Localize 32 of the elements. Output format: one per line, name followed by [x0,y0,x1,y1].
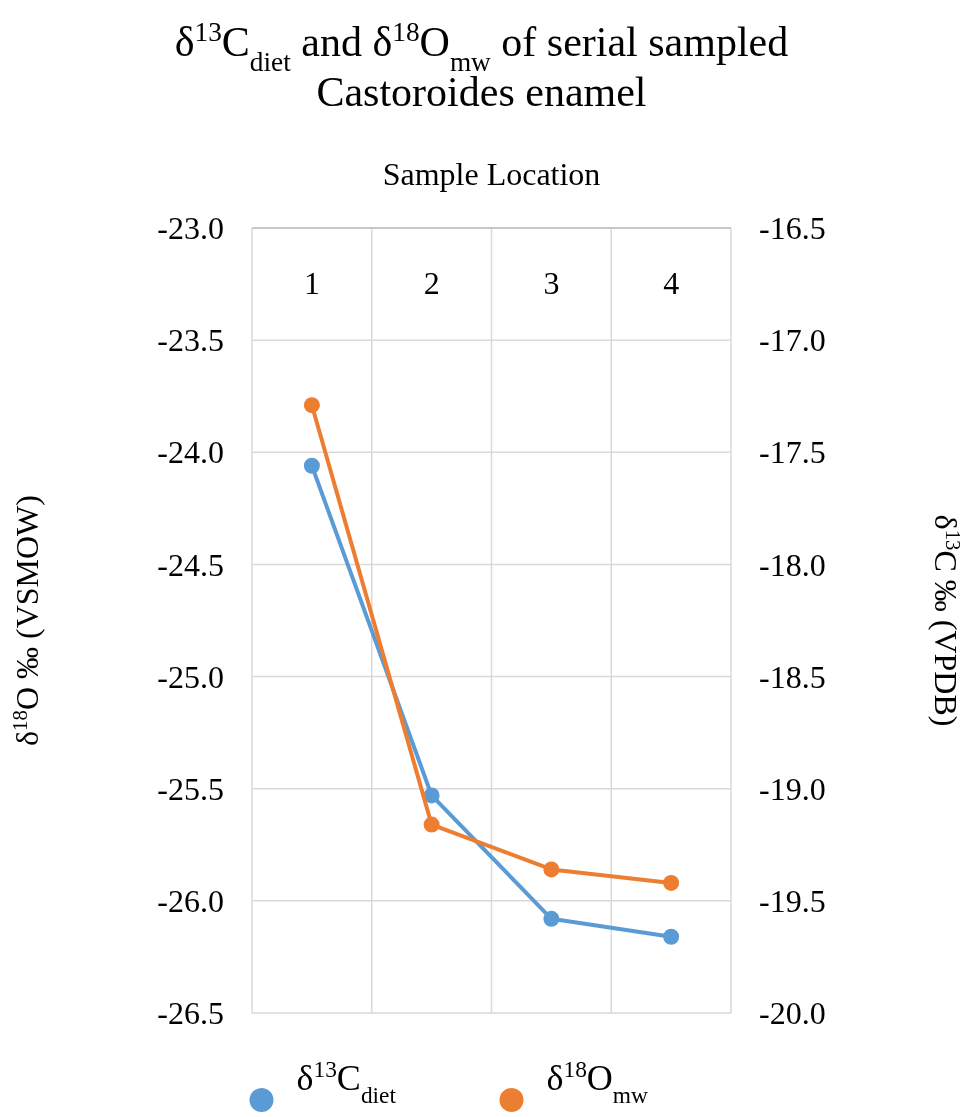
y2-tick-label: -18.0 [759,546,826,583]
y2-tick-label: -19.5 [759,883,826,920]
y-tick-label: -23.0 [157,210,224,247]
y-tick-label: -26.5 [157,995,224,1032]
y-tick-label: -25.0 [157,658,224,695]
point [543,910,560,927]
y2-tick-label: -16.5 [759,210,826,247]
y-tick-label: -25.5 [157,770,224,807]
point [303,397,320,414]
chart-title: δ$^{13}$C$_{diet}$ and δ$^{18}$O$_{mw}$ of serial sampled Castoroides enamel [174,17,789,115]
y2-tick-label: -19.0 [759,770,826,807]
x-tick-label: 4 [663,265,680,301]
point [663,928,680,945]
point [663,874,680,891]
legend-label: δ$^{13}$C$_{diet}$ [296,1056,397,1108]
y2-tick-label: -17.0 [759,322,826,359]
point [543,861,560,878]
y-tick-label: -26.0 [157,883,224,920]
point [423,787,440,804]
x-tick-label: 1 [303,265,320,301]
point [303,457,320,474]
y-tick-label: -24.5 [157,546,224,583]
x-tick-label: 3 [543,265,560,301]
x-tick-label: 2 [423,265,440,301]
y2-tick-label: -18.5 [759,658,826,695]
y2-tick-label: -20.0 [759,995,826,1032]
y-tick-label: -23.5 [157,322,224,359]
x-axis-title: Sample Location [382,156,601,192]
point [423,816,440,833]
y2-tick-label: -17.5 [759,434,826,471]
y-tick-label: -24.0 [157,434,224,471]
legend-label: δ$^{18}$O$_{mw}$ [546,1056,649,1108]
